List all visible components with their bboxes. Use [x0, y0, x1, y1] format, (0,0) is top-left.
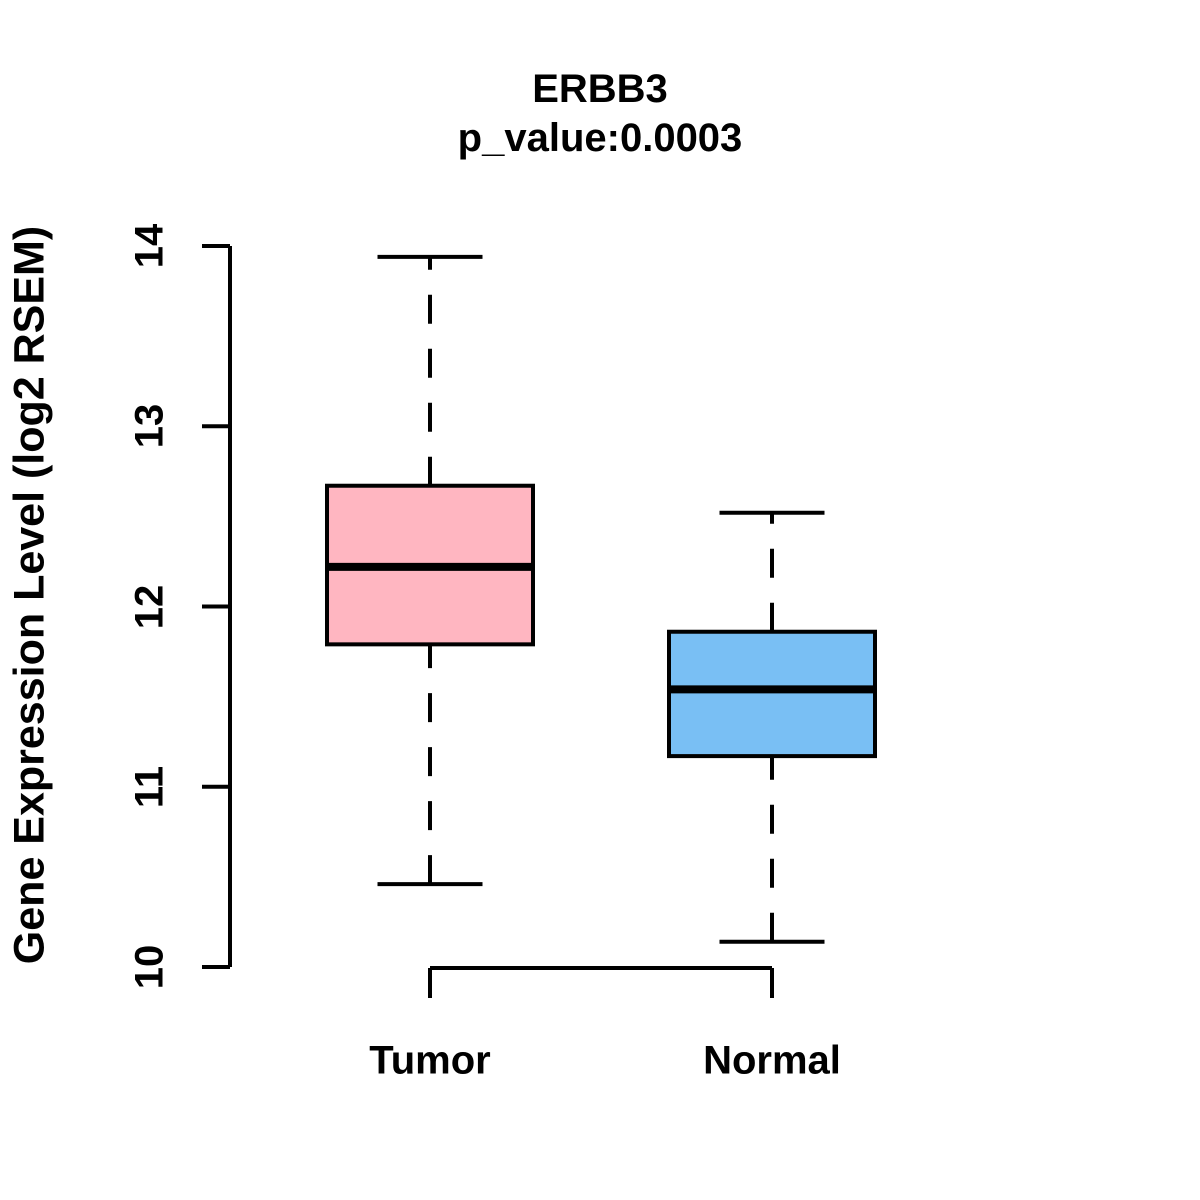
y-tick-label-10: 10 — [127, 944, 172, 990]
y-tick-label-12: 12 — [127, 584, 172, 629]
x-category-label-tumor: Tumor — [369, 1038, 491, 1083]
box-normal — [667, 629, 877, 759]
y-tick-label-13: 13 — [127, 404, 172, 449]
y-tick-label-14: 14 — [127, 223, 172, 269]
chart-subtitle-pvalue: p_value:0.0003 — [457, 116, 743, 160]
y-axis-label: Gene Expression Level (log2 RSEM) — [5, 225, 54, 965]
y-tick-label-11: 11 — [127, 765, 172, 808]
chart-title: ERBB3 — [532, 67, 668, 111]
title-block: ERBB3 p_value:0.0003 — [230, 66, 970, 161]
x-category-label-normal: Normal — [703, 1038, 841, 1083]
